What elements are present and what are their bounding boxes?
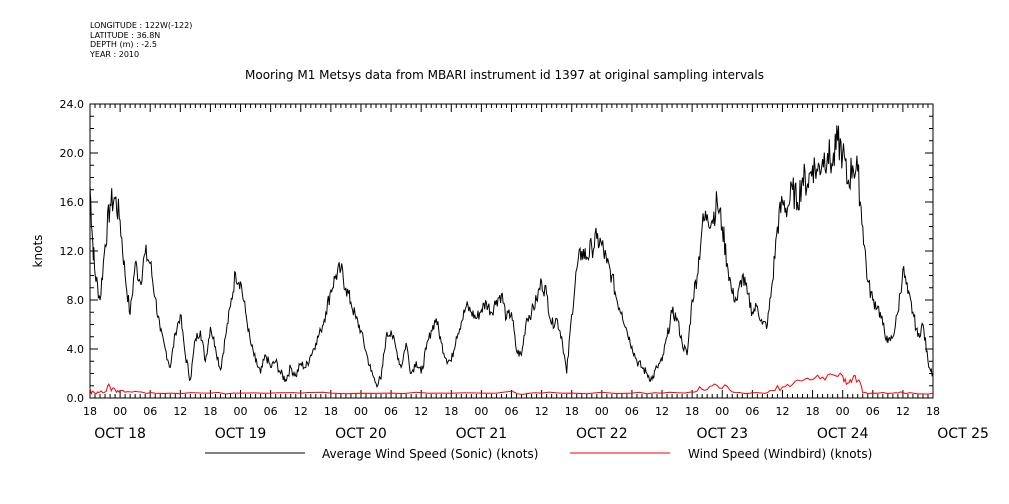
x-hour-label: 18 (685, 405, 699, 418)
x-date-label: OCT 23 (696, 426, 748, 442)
x-axis: 18 00 06 12 18 00 06 12 18 00 06 12 18 00 06 12 18 00 06 12… (83, 104, 989, 442)
x-hour-label: 12 (173, 405, 187, 418)
x-hour-label: 06 (866, 405, 880, 418)
x-hour-label: 18 (565, 405, 579, 418)
x-hour-label: 18 (83, 405, 97, 418)
x-hour-label: 06 (143, 405, 157, 418)
y-tick-label: 20.0 (60, 147, 85, 160)
x-hour-label: 12 (655, 405, 669, 418)
x-hour-label: 06 (384, 405, 398, 418)
meta-latitude: LATITUDE : 36.8N (90, 30, 161, 40)
x-hour-label: 00 (354, 405, 368, 418)
series-line-windbird (89, 372, 934, 396)
y-axis: 0.0 4.0 8.0 12.0 16.0 20.0 24.0 (60, 98, 933, 405)
x-hour-label: 00 (474, 405, 488, 418)
x-hour-label: 18 (324, 405, 338, 418)
x-hour-label: 00 (234, 405, 248, 418)
x-hour-label: 12 (535, 405, 549, 418)
legend: Average Wind Speed (Sonic) (knots) Wind … (205, 447, 872, 461)
x-hour-label: 12 (896, 405, 910, 418)
chart-title: Mooring M1 Metsys data from MBARI instru… (245, 68, 764, 82)
meta-longitude: LONGITUDE : 122W(-122) (90, 21, 193, 30)
x-hour-label: 12 (775, 405, 789, 418)
x-date-label: OCT 25 (937, 426, 989, 442)
x-date-label: OCT 22 (576, 426, 628, 442)
legend-label-windbird: Wind Speed (Windbird) (knots) (688, 447, 872, 461)
x-date-label: OCT 24 (817, 426, 869, 442)
y-tick-label: 0.0 (67, 392, 85, 405)
x-hour-label: 06 (264, 405, 278, 418)
meta-year: YEAR : 2010 (90, 49, 140, 59)
x-date-label: OCT 18 (94, 426, 146, 442)
x-hour-label: 18 (926, 405, 940, 418)
x-date-label: OCT 21 (456, 426, 508, 442)
x-hour-label: 06 (625, 405, 639, 418)
y-tick-label: 8.0 (67, 294, 85, 307)
x-hour-label: 12 (294, 405, 308, 418)
y-tick-label: 4.0 (67, 343, 85, 356)
legend-label-sonic: Average Wind Speed (Sonic) (knots) (322, 447, 538, 461)
x-hour-label: 12 (414, 405, 428, 418)
y-tick-label: 24.0 (60, 98, 85, 111)
x-hour-label: 00 (595, 405, 609, 418)
y-tick-label: 12.0 (60, 245, 85, 258)
x-hour-label: 18 (806, 405, 820, 418)
x-hour-label: 00 (715, 405, 729, 418)
y-axis-label: knots (31, 235, 45, 268)
x-hour-label: 06 (505, 405, 519, 418)
x-date-label: OCT 19 (215, 426, 267, 442)
x-hour-label: 06 (745, 405, 759, 418)
series-layer (89, 125, 934, 396)
x-hour-label: 00 (836, 405, 850, 418)
x-hour-label: 18 (203, 405, 217, 418)
series-line-sonic (89, 125, 934, 388)
x-hour-label: 00 (113, 405, 127, 418)
metadata-block: LONGITUDE : 122W(-122) LATITUDE : 36.8N … (90, 21, 192, 59)
x-date-label: OCT 20 (335, 426, 387, 442)
x-hour-label: 18 (444, 405, 458, 418)
y-tick-label: 16.0 (60, 196, 85, 209)
meta-depth: DEPTH (m) : -2.5 (90, 40, 157, 49)
